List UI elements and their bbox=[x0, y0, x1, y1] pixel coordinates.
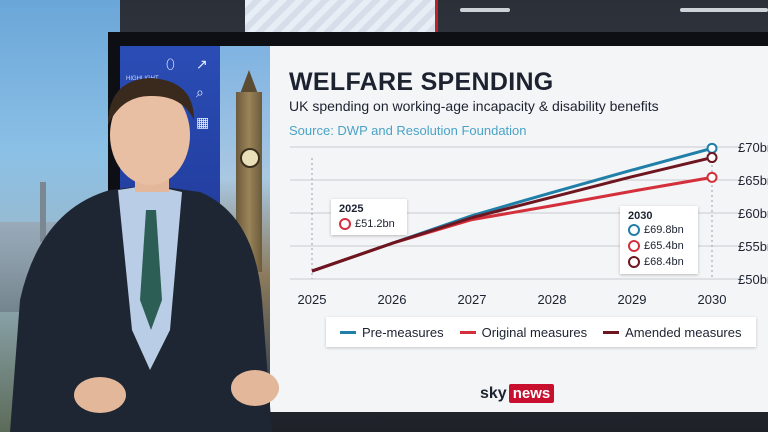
y-tick-label: £60bn bbox=[738, 206, 768, 221]
end-point-marker bbox=[706, 152, 718, 164]
series-line bbox=[311, 156, 713, 273]
callout-2025-year: 2025 bbox=[339, 203, 364, 215]
x-tick-label: 2030 bbox=[698, 292, 727, 307]
legend-label: Amended measures bbox=[625, 324, 742, 340]
ring-marker-icon bbox=[339, 218, 351, 230]
callout-2030-amended: £68.4bn bbox=[628, 256, 684, 268]
logo-sky: sky bbox=[480, 384, 507, 402]
legend-label: Pre-measures bbox=[362, 324, 444, 340]
logo-news: news bbox=[508, 384, 555, 403]
chart-legend: Pre-measures Original measures Amended m… bbox=[326, 317, 756, 347]
x-tick-label: 2029 bbox=[618, 292, 647, 307]
ring-marker-icon bbox=[628, 256, 640, 268]
legend-swatch bbox=[603, 330, 620, 334]
callout-2025: 2025 £51.2bn bbox=[331, 199, 407, 235]
x-tick-label: 2028 bbox=[538, 292, 567, 307]
callout-2025-row: £51.2bn bbox=[339, 218, 395, 230]
presenter-face bbox=[110, 85, 190, 185]
graphic-subtitle: UK spending on working-age incapacity & … bbox=[289, 98, 659, 114]
london-eye-tower bbox=[40, 182, 46, 242]
callout-2025-value: £51.2bn bbox=[355, 218, 395, 230]
arrow-icon[interactable]: ↗ bbox=[196, 56, 208, 72]
presenter-left-hand bbox=[74, 377, 126, 413]
top-banner-panel bbox=[245, 0, 438, 32]
ceiling-light bbox=[680, 8, 768, 12]
callout-2030-pre-value: £69.8bn bbox=[644, 224, 684, 236]
callout-2030-amended-value: £68.4bn bbox=[644, 256, 684, 268]
legend-item-pre-measures: Pre-measures bbox=[340, 325, 444, 340]
ceiling-light bbox=[460, 8, 510, 12]
ring-marker-icon bbox=[628, 240, 640, 252]
y-tick-label: £65bn bbox=[738, 173, 768, 188]
end-point-marker bbox=[706, 171, 718, 183]
legend-swatch bbox=[459, 330, 476, 334]
callout-2030: 2030 £69.8bn £65.4bn £68.4bn bbox=[620, 206, 698, 274]
welfare-spending-graphic: WELFARE SPENDING UK spending on working-… bbox=[270, 46, 768, 378]
big-ben-spire bbox=[240, 70, 258, 94]
presenter-right-hand bbox=[231, 370, 279, 406]
pen-icon[interactable]: ⬯ bbox=[166, 56, 175, 72]
callout-2030-pre: £69.8bn bbox=[628, 224, 684, 236]
x-tick-label: 2027 bbox=[458, 292, 487, 307]
graphic-source: Source: DWP and Resolution Foundation bbox=[289, 123, 527, 138]
end-point-marker bbox=[706, 142, 718, 154]
x-tick-label: 2025 bbox=[298, 292, 327, 307]
presenter-tie bbox=[140, 210, 162, 330]
search-icon[interactable]: ⌕ bbox=[196, 84, 204, 100]
callout-2030-year: 2030 bbox=[628, 210, 653, 222]
y-tick-label: £50bn bbox=[738, 272, 768, 287]
legend-swatch bbox=[340, 330, 356, 334]
ring-marker-icon bbox=[628, 224, 640, 236]
presenter bbox=[10, 78, 279, 432]
y-tick-label: £55bn bbox=[738, 239, 768, 254]
presenter-hair bbox=[108, 78, 194, 125]
callout-2030-original-value: £65.4bn bbox=[644, 240, 684, 252]
callout-2030-original: £65.4bn bbox=[628, 240, 684, 252]
y-tick-label: £70bn bbox=[738, 140, 768, 155]
legend-item-original-measures: Original measures bbox=[459, 324, 588, 340]
legend-item-amended-measures: Amended measures bbox=[603, 325, 741, 340]
graphic-title: WELFARE SPENDING bbox=[289, 68, 554, 96]
grid-icon[interactable]: ▦ bbox=[196, 114, 210, 130]
sky-news-logo: sky news bbox=[480, 384, 555, 403]
legend-label: Original measures bbox=[481, 324, 588, 340]
big-ben-clock bbox=[240, 148, 260, 168]
x-tick-label: 2026 bbox=[378, 292, 407, 307]
